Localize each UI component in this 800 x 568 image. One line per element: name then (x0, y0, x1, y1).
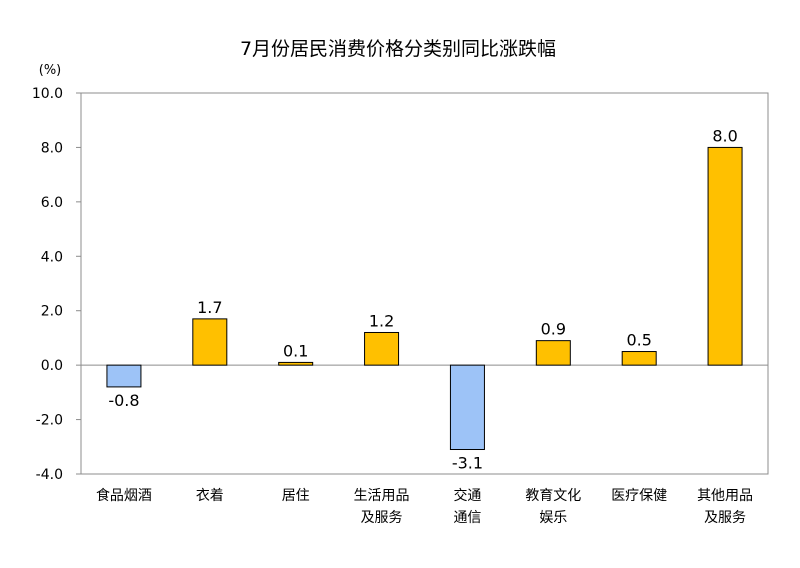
x-category-label: 衣着 (196, 488, 224, 504)
bar (364, 331, 400, 366)
bar-series (106, 146, 743, 451)
bar-value-label: 1.2 (369, 311, 394, 330)
bar-value-label: 1.7 (197, 298, 222, 317)
x-category-label: 居住 (282, 488, 310, 504)
bar-value-label: 0.9 (541, 320, 566, 339)
y-tick-label: 0.0 (41, 358, 63, 374)
x-category-label: 医疗保健 (611, 488, 667, 504)
x-category-label: 其他用品 (697, 488, 753, 504)
bar-value-label: 0.1 (283, 341, 308, 360)
y-tick-label: 10.0 (32, 86, 63, 102)
bar (707, 146, 743, 366)
x-category-label: 生活用品 (354, 488, 410, 504)
x-category-label: 教育文化 (525, 488, 581, 504)
y-tick-label: 4.0 (41, 249, 63, 265)
data-labels: -0.8 1.7 0.1 1.2 -3.1 0.9 0.5 8.0 (108, 126, 737, 472)
x-category-label: 及服务 (361, 510, 403, 526)
x-category-label: 食品烟酒 (96, 487, 152, 504)
bar-value-label: 0.5 (626, 331, 651, 350)
x-category-label: 交通 (453, 487, 481, 504)
y-axis-unit: (%) (39, 63, 62, 78)
bar (621, 351, 657, 366)
y-tick-label: 6.0 (41, 195, 63, 211)
bar-value-label: -3.1 (452, 454, 483, 473)
y-axis: 10.0 8.0 6.0 4.0 2.0 0.0 -2.0 -4.0 (32, 86, 81, 483)
plot-area-frame (80, 92, 769, 475)
bar (449, 364, 485, 451)
y-tick-label: -2.0 (36, 413, 63, 429)
y-tick-label: -4.0 (36, 467, 63, 483)
bar (278, 361, 314, 366)
x-category-label: 通信 (453, 510, 481, 526)
bar-value-label: -0.8 (108, 391, 139, 410)
bar-value-label: 8.0 (712, 126, 737, 145)
bar (106, 364, 142, 388)
bar (535, 340, 571, 366)
x-category-label: 娱乐 (539, 510, 567, 526)
bar (192, 318, 228, 366)
y-tick-label: 2.0 (41, 304, 63, 320)
y-tick-label: 8.0 (41, 140, 63, 156)
x-category-label: 及服务 (704, 510, 746, 526)
chart-title: 7月份居民消费价格分类别同比涨跌幅 (240, 38, 556, 60)
